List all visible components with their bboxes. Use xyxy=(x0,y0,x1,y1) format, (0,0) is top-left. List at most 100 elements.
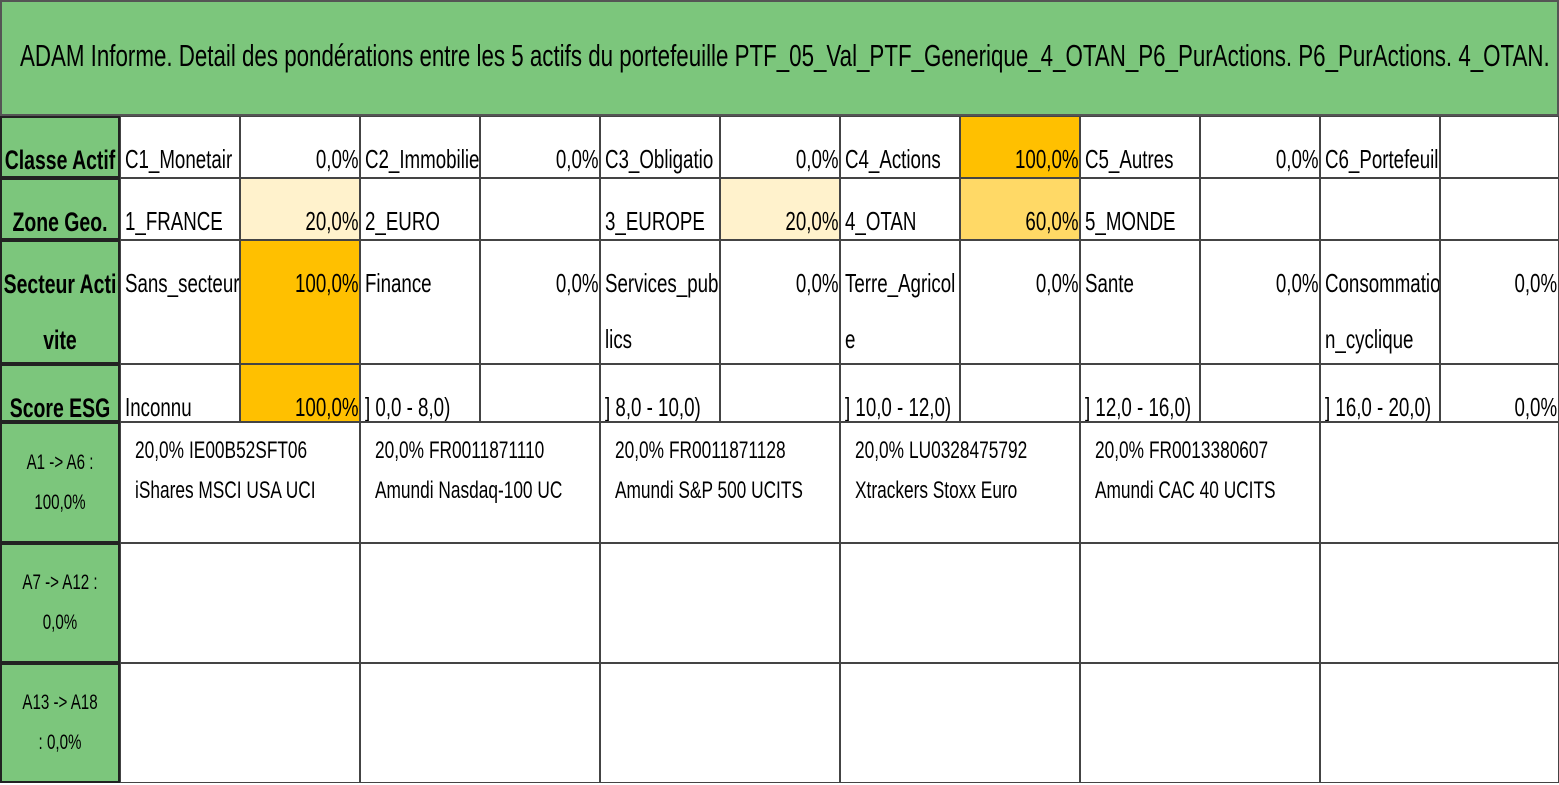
value-cell: 100,0% xyxy=(240,364,360,422)
name-cell: ] 12,0 - 16,0) xyxy=(1080,364,1200,422)
asset-isin: FR0013380607 xyxy=(1149,437,1269,464)
row-label-text: Classe Actif xyxy=(4,145,116,175)
attribute-value: 0,0% xyxy=(1275,268,1318,298)
asset-name: iShares MSCI USA UCI xyxy=(135,477,316,504)
name-cell: ] 16,0 - 20,0) xyxy=(1320,364,1440,422)
value-cell: 100,0% xyxy=(240,240,360,364)
attribute-value: 0,0% xyxy=(315,144,358,174)
asset-row-label: A13 -> A18 : 0,0% xyxy=(0,663,120,783)
asset-isin: LU0328475792 xyxy=(909,437,1028,464)
asset-cell: 20,0% FR0011871110 Amundi Nasdaq-100 UC xyxy=(360,422,600,543)
value-cell: 0,0% xyxy=(720,116,840,178)
asset-cell xyxy=(120,663,360,783)
asset-row-label-text: A13 -> A18 : 0,0% xyxy=(22,691,98,754)
attribute-name: ] 16,0 - 20,0) xyxy=(1325,392,1432,422)
attribute-name: 4_OTAN xyxy=(845,206,917,236)
value-cell: 0,0% xyxy=(720,240,840,364)
name-cell: ] 8,0 - 10,0) xyxy=(600,364,720,422)
asset-cell xyxy=(1320,663,1559,783)
attribute-name: 5_MONDE xyxy=(1085,206,1176,236)
value-cell: 20,0% xyxy=(720,178,840,240)
attribute-name: C6_Portefeuill xyxy=(1325,144,1439,174)
attribute-value: 0,0% xyxy=(1514,392,1557,422)
name-cell: 2_EURO xyxy=(360,178,480,240)
attribute-value: 0,0% xyxy=(1514,268,1557,298)
value-cell: 0,0% xyxy=(480,240,600,364)
name-cell: Sans_secteur xyxy=(120,240,240,364)
value-cell xyxy=(1200,364,1320,422)
asset-cell xyxy=(1320,543,1559,663)
asset-cell: 20,0% FR0011871128 Amundi S&P 500 UCITS xyxy=(600,422,840,543)
value-cell: 0,0% xyxy=(1440,240,1559,364)
asset-line: 20,0% FR0011871110 xyxy=(375,437,599,477)
attribute-value: 0,0% xyxy=(795,144,838,174)
row-label: Zone Geo. xyxy=(0,178,120,240)
asset-cell xyxy=(840,663,1080,783)
name-cell: 4_OTAN xyxy=(840,178,960,240)
title: ADAM Informe. Detail des pondérations en… xyxy=(20,38,1550,73)
attribute-value: 0,0% xyxy=(555,144,598,174)
asset-row-label: A7 -> A12 : 0,0% xyxy=(0,543,120,663)
name-cell: C2_Immobilier xyxy=(360,116,480,178)
value-cell xyxy=(480,364,600,422)
asset-line: iShares MSCI USA UCI xyxy=(135,477,359,505)
value-cell: 0,0% xyxy=(960,240,1080,364)
asset-row-label: A1 -> A6 : 100,0% xyxy=(0,422,120,543)
value-cell: 0,0% xyxy=(1200,116,1320,178)
attribute-name: ] 12,0 - 16,0) xyxy=(1085,392,1192,422)
attribute-name: C3_Obligations xyxy=(605,144,714,174)
name-cell: ] 10,0 - 12,0) xyxy=(840,364,960,422)
value-cell: 0,0% xyxy=(240,116,360,178)
attribute-value: 0,0% xyxy=(555,268,598,298)
asset-row-label-text: A1 -> A6 : 100,0% xyxy=(26,450,94,514)
asset-name: Amundi CAC 40 UCITS xyxy=(1095,477,1276,504)
asset-cell xyxy=(1080,543,1320,663)
attribute-name: Consommation_cyclique xyxy=(1325,268,1440,354)
attribute-name: 3_EUROPE xyxy=(605,206,705,236)
name-cell: Inconnu xyxy=(120,364,240,422)
asset-cell xyxy=(360,543,600,663)
value-cell xyxy=(1440,178,1559,240)
asset-line: 20,0% LU0328475792 xyxy=(855,437,1079,477)
name-cell: Finance xyxy=(360,240,480,364)
asset-line: Xtrackers Stoxx Euro xyxy=(855,477,1079,505)
attribute-name: ] 8,0 - 10,0) xyxy=(605,392,701,422)
name-cell: C4_Actions xyxy=(840,116,960,178)
asset-weight: 20,0% xyxy=(615,437,665,464)
attribute-name: 1_FRANCE xyxy=(125,206,223,236)
name-cell: 1_FRANCE xyxy=(120,178,240,240)
attribute-name: C5_Autres xyxy=(1085,144,1174,174)
value-cell xyxy=(1200,178,1320,240)
name-cell: Sante xyxy=(1080,240,1200,364)
asset-cell xyxy=(120,543,360,663)
attribute-value: 20,0% xyxy=(784,206,838,236)
asset-cell xyxy=(1320,422,1559,543)
row-label-text: Score ESG xyxy=(9,393,111,422)
name-cell: 3_EUROPE xyxy=(600,178,720,240)
row-label-text: Zone Geo. xyxy=(12,207,108,237)
name-cell: ] 0,0 - 8,0) xyxy=(360,364,480,422)
attribute-name: Sans_secteur xyxy=(125,268,240,298)
attribute-name: 2_EURO xyxy=(365,206,440,236)
attribute-name: Inconnu xyxy=(125,392,192,422)
attribute-value: 100,0% xyxy=(1014,144,1078,174)
asset-weight: 20,0% xyxy=(1095,437,1145,464)
asset-cell xyxy=(600,663,840,783)
asset-line: Amundi Nasdaq-100 UC xyxy=(375,477,599,505)
asset-cell xyxy=(600,543,840,663)
attribute-value: 0,0% xyxy=(795,268,838,298)
value-cell: 0,0% xyxy=(1200,240,1320,364)
name-cell: Consommation_cyclique xyxy=(1320,240,1440,364)
asset-cell xyxy=(360,663,600,783)
row-label: Classe Actif xyxy=(0,116,120,178)
attribute-name: ] 0,0 - 8,0) xyxy=(365,392,451,422)
row-label: Score ESG xyxy=(0,364,120,422)
asset-weight: 20,0% xyxy=(375,437,425,464)
attribute-name: C1_Monetaire xyxy=(125,144,233,174)
asset-weight: 20,0% xyxy=(135,437,185,464)
attribute-value: 0,0% xyxy=(1275,144,1318,174)
attribute-name: ] 10,0 - 12,0) xyxy=(845,392,952,422)
attribute-name: Terre_Agricole xyxy=(845,268,956,354)
value-cell: 0,0% xyxy=(1440,364,1559,422)
asset-line: 20,0% FR0013380607 xyxy=(1095,437,1319,477)
